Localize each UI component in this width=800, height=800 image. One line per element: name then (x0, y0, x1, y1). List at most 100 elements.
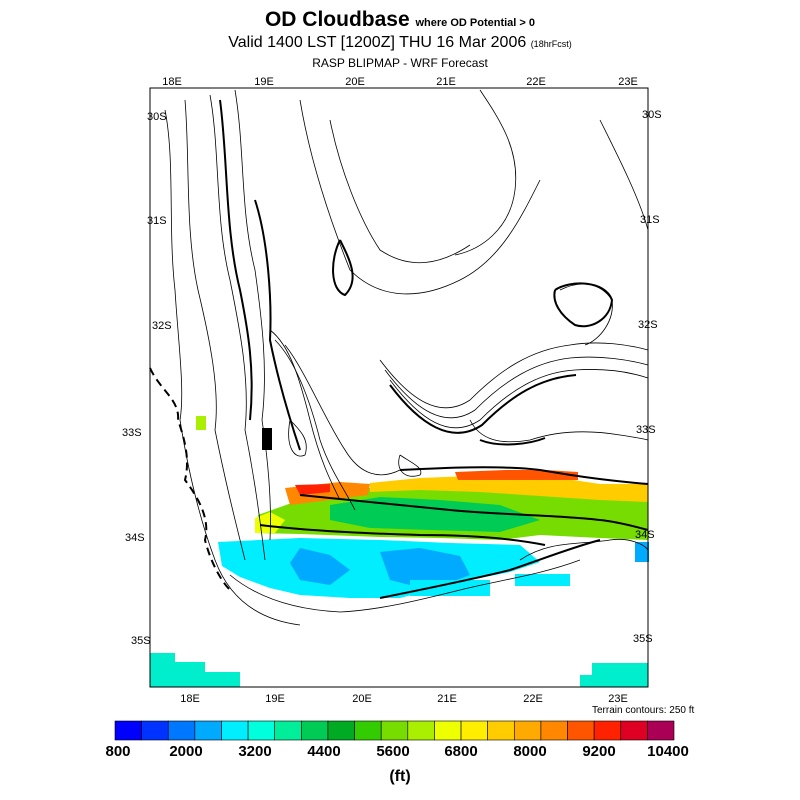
lat-label: 30S (147, 111, 167, 123)
colorbar-label: 800 (105, 743, 131, 760)
dense-contour-cluster (262, 428, 272, 450)
blue-cloudbase-patch (380, 548, 470, 590)
lat-label: 31S (147, 215, 167, 227)
colorbar-label: 5600 (376, 743, 410, 760)
colorbar-swatch (114, 720, 142, 741)
terrain-contour-line (384, 356, 649, 419)
lat-label: 33S (636, 424, 656, 436)
colorbar-swatch (487, 720, 515, 741)
terrain-contour-line (519, 538, 649, 561)
colorbar (114, 720, 675, 741)
colorbar-swatch (540, 720, 568, 741)
map-title: OD Cloudbase where OD Potential > 0 (264, 8, 536, 31)
colorbar-swatch (434, 720, 462, 741)
orange-cloudbase-zone (370, 476, 648, 502)
colorbar-swatch (247, 720, 276, 741)
cyan-cloudbase-patch (410, 580, 490, 596)
red-cloudbase-patch (295, 484, 330, 495)
colorbar-swatch (221, 720, 249, 741)
lat-label: 34S (125, 532, 145, 544)
colorbar-swatch (141, 720, 169, 741)
colorbar-swatch (407, 720, 435, 741)
terrain-contour-line-bold (479, 437, 546, 446)
terrain-contour-line (559, 283, 613, 346)
coastline-west (149, 367, 231, 591)
lon-label: 23E (608, 693, 628, 705)
terrain-contour-line-bold (259, 524, 546, 546)
colorbar-label: 9200 (582, 743, 616, 760)
longitude-labels-top: 18E 19E 20E 21E 22E 23E (162, 76, 638, 88)
map-frame (149, 87, 649, 688)
colorbar-swatch (167, 720, 196, 741)
terrain-contour-line (234, 89, 271, 541)
southeast-cyan-patch (580, 663, 648, 687)
terrain-contour-line (284, 344, 401, 476)
colorbar-swatch (194, 720, 222, 741)
lat-label: 35S (633, 633, 653, 645)
terrain-contour-line (288, 419, 307, 457)
lon-label: 19E (265, 693, 285, 705)
colorbar-label: 10400 (647, 743, 689, 760)
terrain-contour-line (398, 454, 422, 477)
terrain-contour-line-bold (389, 374, 577, 434)
terrain-contour-line-bold (219, 99, 253, 421)
title-qualifier: where OD Potential > 0 (415, 17, 536, 29)
colorbar-label: 6800 (444, 743, 478, 760)
southwest-cyan-patch (150, 653, 240, 687)
terrain-contour-line-bold (332, 239, 354, 297)
colorbar-swatch (274, 720, 302, 741)
lon-label: 21E (436, 76, 456, 88)
colorbar-swatch (513, 720, 542, 741)
source-label: RASP BLIPMAP - WRF Forecast (312, 56, 488, 70)
colorbar-swatch (567, 720, 595, 741)
colorbar-swatch (380, 720, 409, 741)
lat-label: 32S (638, 319, 658, 331)
lat-label: 32S (152, 320, 172, 332)
cyan-cloudbase-zone (218, 538, 540, 598)
colorbar-swatch (327, 720, 355, 741)
terrain-contour-line-bold (299, 494, 649, 531)
colorbar-swatch (647, 720, 675, 741)
terrain-contour-line (599, 119, 649, 231)
yellowgreen-cloudbase-patch (196, 416, 206, 430)
colorbar-label: 3200 (238, 743, 272, 760)
lon-label: 18E (180, 693, 200, 705)
coastline (149, 367, 231, 591)
latitude-labels-left: 30S 31S 32S 33S 34S 35S (122, 111, 172, 647)
lon-label: 20E (345, 76, 365, 88)
lat-label: 30S (642, 109, 662, 121)
terrain-contour-line (229, 559, 581, 613)
colorbar-swatch (460, 720, 488, 741)
latitude-labels-right: 30S 31S 32S 33S 34S 35S (633, 109, 662, 645)
terrain-contour-line (454, 89, 517, 256)
terrain-contour-line (469, 419, 649, 443)
longitude-labels-bottom: 18E 19E 20E 21E 22E 23E (180, 693, 628, 705)
terrain-contour-line-bold (254, 199, 301, 451)
terrain-contours-bold (219, 99, 649, 599)
lat-label: 31S (640, 214, 660, 226)
colorbar-swatch (620, 720, 648, 741)
terrain-contour-line (389, 369, 649, 429)
terrain-contour-line-bold (379, 539, 601, 599)
blue-cloudbase-patch (290, 548, 350, 585)
terrain-contour-note: Terrain contours: 250 ft (592, 705, 695, 716)
colorbar-label: 8000 (513, 743, 547, 760)
terrain-contour-line (274, 339, 356, 511)
lon-label: 22E (526, 76, 546, 88)
terrain-contour-line (329, 119, 471, 264)
valid-time: Valid 1400 LST [1200Z] THU 16 Mar 2006 (… (228, 34, 572, 51)
colorbar-swatch (354, 720, 382, 741)
darkgreen-cloudbase-zone (330, 497, 540, 532)
terrain-contour-line (269, 329, 341, 501)
lon-label: 23E (618, 76, 638, 88)
lon-label: 19E (254, 76, 274, 88)
red-cloudbase-patch (455, 470, 578, 480)
colorbar-label: 4400 (307, 743, 341, 760)
lon-label: 21E (437, 693, 457, 705)
lon-label: 20E (352, 693, 372, 705)
lon-label: 18E (162, 76, 182, 88)
terrain-contours (164, 89, 649, 626)
terrain-contour-line-bold (399, 466, 649, 485)
forecast-hours: (18hrFcst) (530, 39, 572, 49)
